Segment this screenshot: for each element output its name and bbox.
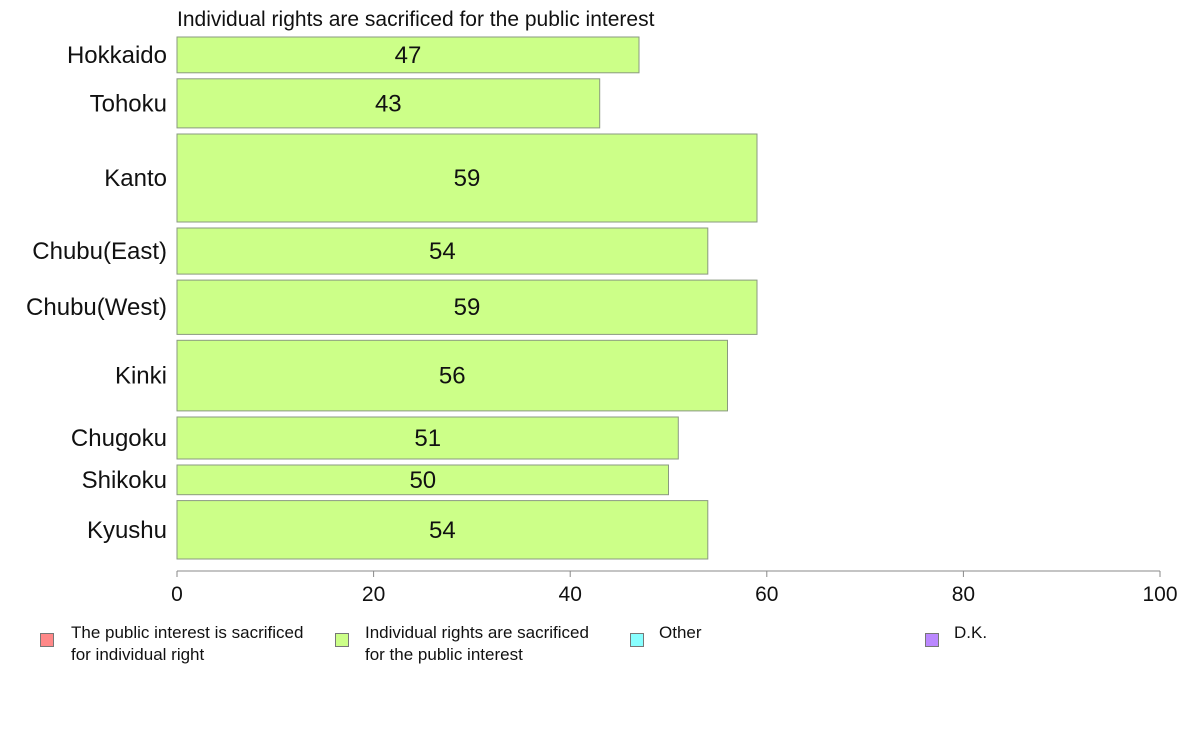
legend-swatch-green [335,633,349,647]
data-label: 43 [375,90,402,117]
data-label: 54 [429,517,456,544]
category-label: Kanto [104,165,167,192]
data-label: 51 [414,425,441,452]
bar-chubu-east [176,227,709,275]
x-axis: 0 20 40 60 80 100 [171,570,1178,606]
legend-label: Individual rights are sacrificed for the… [365,623,589,664]
x-tick-label: 100 [1142,583,1177,606]
data-label: 50 [409,467,436,494]
bar-kyushu [176,500,709,560]
x-tick-label: 20 [362,583,385,606]
bars-group: 47 43 59 54 59 56 51 50 54 [176,36,758,560]
legend-label: The public interest is sacrificed for in… [71,623,304,664]
chart-title: Individual rights are sacrificed for the… [177,8,655,31]
legend-item-other: Other [630,622,702,647]
bar-chugoku [176,416,679,460]
legend-swatch-cyan [630,633,644,647]
bar-hokkaido [176,36,640,74]
category-label: Hokkaido [67,42,167,69]
legend-item-dk: D.K. [925,622,987,647]
x-tick-label: 80 [952,583,975,606]
category-label: Chugoku [71,425,167,452]
category-label: Shikoku [82,467,167,494]
legend-label: Other [659,623,702,642]
x-tick-label: 0 [171,583,183,606]
data-label: 56 [439,363,466,390]
x-tick-label: 60 [755,583,778,606]
legend-label: D.K. [954,623,988,642]
data-label: 59 [454,165,481,192]
x-tick-label: 40 [559,583,582,606]
data-label: 59 [454,294,481,321]
bar-shikoku [176,464,669,496]
bar-chubu-west [176,279,758,335]
bar-kinki [176,339,728,412]
legend-item-public-interest-sacrificed: The public interest is sacrificed for in… [40,622,303,666]
category-label: Tohoku [90,90,167,117]
category-labels: Hokkaido Tohoku Kanto Chubu(East) Chubu(West… [26,42,167,544]
data-label: 54 [429,238,456,265]
category-label: Kyushu [87,517,167,544]
legend-item-individual-rights-sacrificed: Individual rights are sacrificed for the… [335,622,589,666]
category-label: Chubu(East) [32,238,167,265]
data-label: 47 [395,42,422,69]
bar-tohoku [176,78,601,129]
legend-swatch-red [40,633,54,647]
legend: The public interest is sacrificed for in… [0,620,1188,680]
legend-swatch-purple [925,633,939,647]
category-label: Kinki [115,363,167,390]
bar-chart: Individual rights are sacrificed for the… [26,8,1178,606]
bar-kanto [176,133,758,223]
category-label: Chubu(West) [26,294,167,321]
